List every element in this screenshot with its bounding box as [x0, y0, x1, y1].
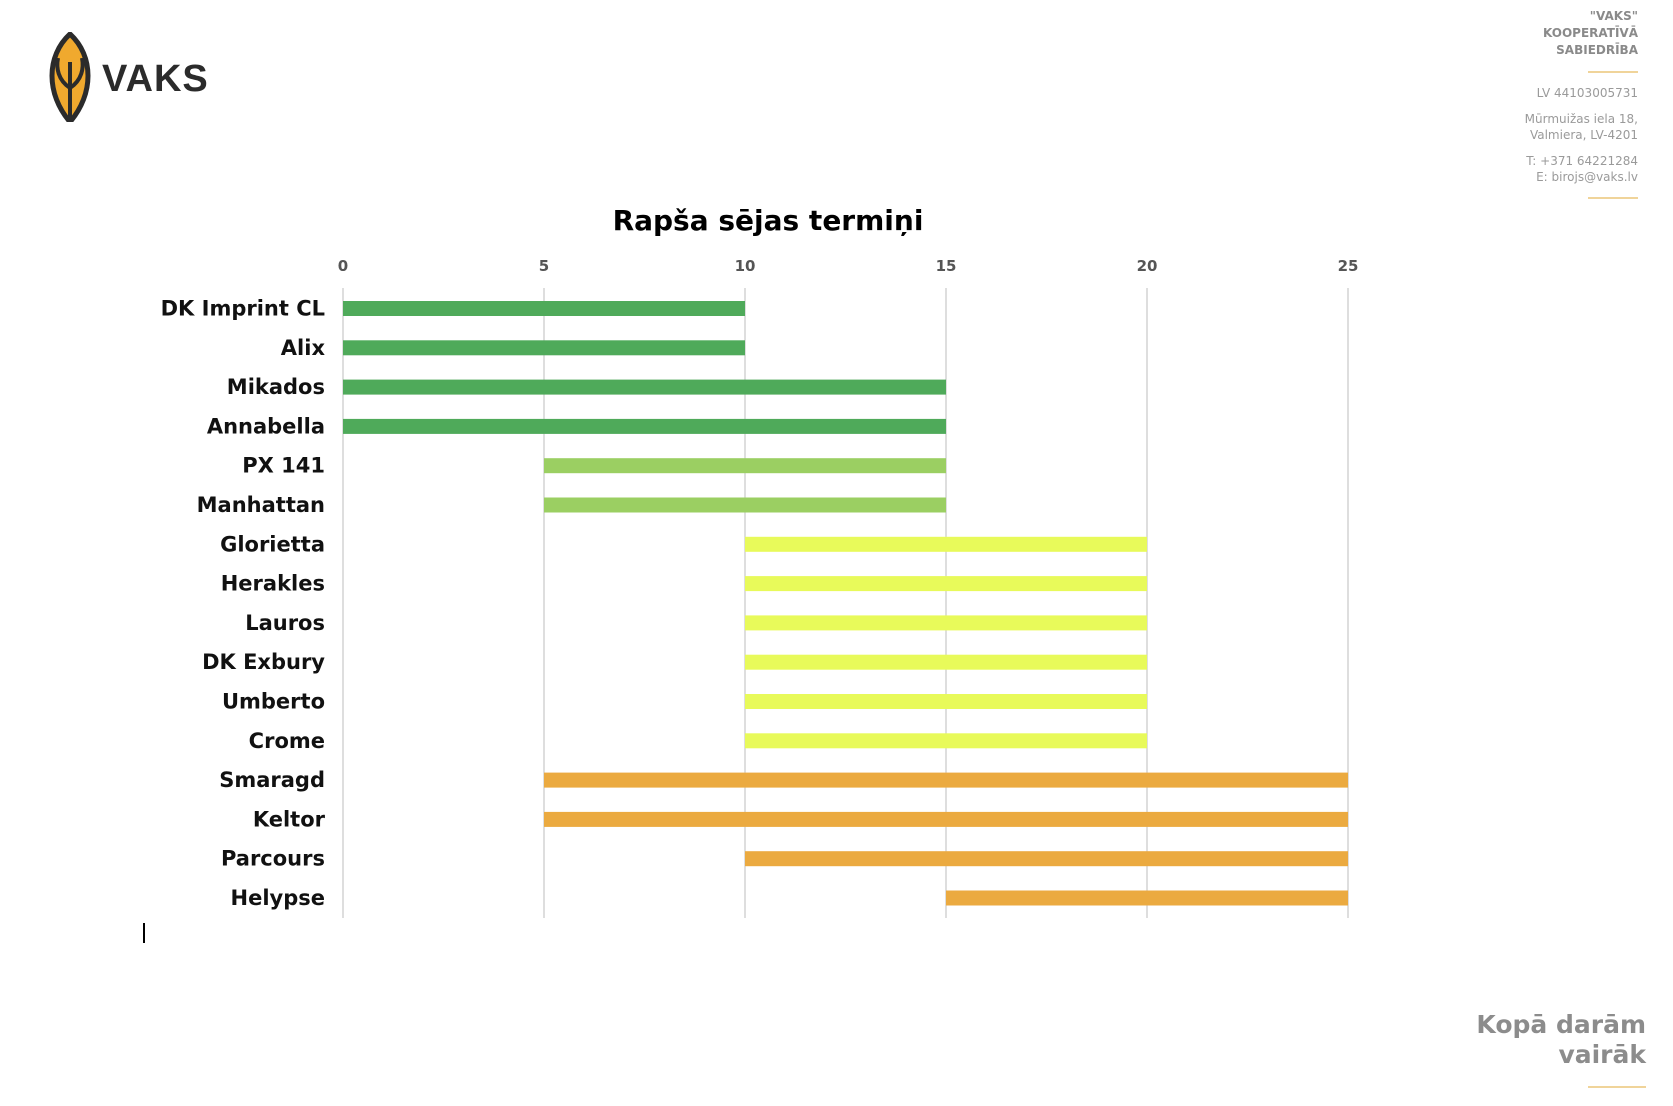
category-label: Keltor [253, 807, 326, 831]
category-label: DK Exbury [202, 650, 325, 674]
category-label: Helypse [231, 886, 325, 910]
category-label: Lauros [245, 611, 325, 635]
x-tick-label: 20 [1137, 257, 1158, 275]
chart-title: Rapša sējas termiņi [613, 204, 924, 237]
bar [343, 379, 946, 395]
address-line: Valmiera, LV-4201 [1529, 128, 1638, 142]
category-label: Mikados [227, 375, 325, 399]
category-label: Umberto [222, 690, 325, 714]
bar [745, 694, 1147, 709]
text-cursor [143, 923, 145, 943]
category-label: PX 141 [242, 454, 325, 478]
vaks-logo [49, 32, 91, 122]
category-label: Glorietta [220, 532, 325, 556]
slogan-line: vairāk [1558, 1040, 1646, 1069]
category-label: Annabella [207, 414, 325, 438]
x-tick-label: 25 [1338, 257, 1359, 275]
x-tick-label: 10 [735, 257, 756, 275]
bar [343, 418, 946, 434]
bar [544, 811, 1348, 827]
category-label: Manhattan [197, 493, 325, 517]
x-tick-label: 15 [936, 257, 957, 275]
slogan-line: Kopā darām [1476, 1010, 1646, 1039]
bar [544, 772, 1348, 788]
category-label: Parcours [221, 847, 325, 871]
logo-text: VAKS [102, 58, 209, 100]
bar [745, 536, 1147, 552]
x-tick-label: 0 [338, 257, 348, 275]
bar [745, 851, 1348, 867]
company-name-line: KOOPERATĪVĀ [1543, 26, 1638, 40]
category-label: Smaragd [219, 768, 325, 792]
divider [1588, 197, 1638, 199]
bar [343, 301, 745, 316]
category-label: Crome [249, 729, 325, 753]
company-name-line: SABIEDRĪBA [1556, 43, 1638, 57]
slogan: Kopā darām vairāk [1426, 1010, 1646, 1088]
bar [946, 890, 1348, 906]
bar [343, 340, 745, 356]
divider [1588, 1086, 1646, 1088]
bar [745, 733, 1147, 749]
address-line: Mūrmuižas iela 18, [1524, 112, 1638, 126]
leaf-icon [49, 32, 91, 122]
bar [745, 615, 1147, 631]
category-label: DK Imprint CL [161, 297, 325, 321]
company-info: "VAKS" KOOPERATĪVĀ SABIEDRĪBA LV 4410300… [1418, 8, 1638, 211]
registration-number: LV 44103005731 [1536, 86, 1638, 100]
category-label: Herakles [221, 572, 325, 596]
x-tick-label: 5 [539, 257, 549, 275]
category-label: Alix [281, 336, 326, 360]
bar [544, 458, 946, 474]
email: E: birojs@vaks.lv [1536, 170, 1638, 184]
phone: T: +371 64221284 [1526, 154, 1638, 168]
bar [745, 654, 1147, 670]
company-name-line: "VAKS" [1589, 9, 1638, 23]
bar [745, 576, 1147, 592]
divider [1588, 71, 1638, 73]
bar [544, 497, 946, 513]
